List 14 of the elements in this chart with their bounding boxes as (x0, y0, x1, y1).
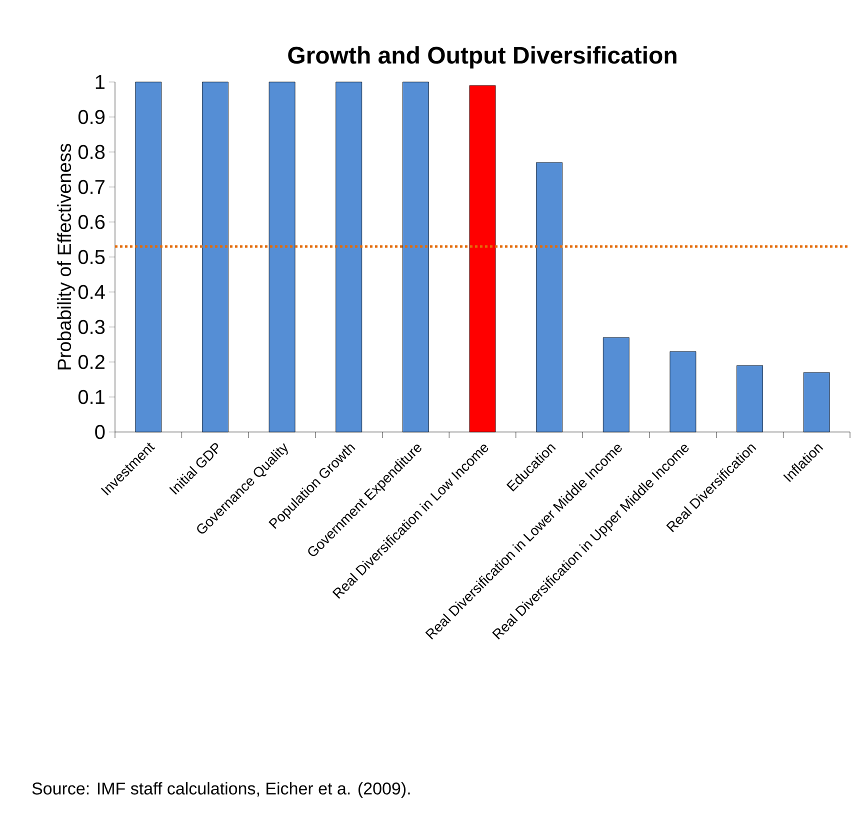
y-tick-label: 0.5 (78, 250, 105, 264)
y-tick-label: 0.9 (78, 110, 105, 124)
y-tick-label: 0.3 (78, 320, 105, 334)
y-tick-label: 0.8 (78, 144, 105, 160)
y-tick-label: 0.6 (78, 214, 105, 230)
y-axis-title: Probability of Effectiveness (57, 144, 75, 370)
y-tick-label: 0.4 (78, 284, 105, 300)
source-note: Source: IMF staff calculations, Eicher et a. (2009). (32, 782, 410, 798)
chart-title: Growth and Output Diversification (288, 46, 676, 68)
y-tick-label: 1 (96, 75, 104, 89)
y-tick-label: 0.7 (78, 180, 104, 194)
y-tick-label: 0 (95, 424, 105, 440)
y-tick-label: 0.2 (78, 354, 104, 370)
y-tick-label: 0.1 (78, 390, 104, 404)
